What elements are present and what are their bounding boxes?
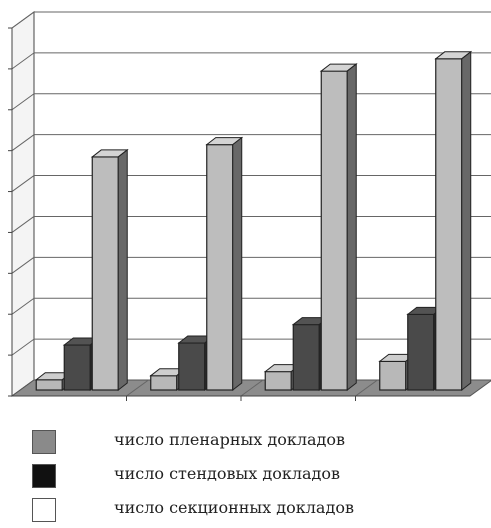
legend-swatch-section	[32, 498, 56, 522]
legend-label-plenary: число пленарных докладов	[114, 430, 346, 449]
legend-item-section: число секционных докладов	[26, 494, 486, 528]
legend-label-poster: число стендовых докладов	[114, 464, 341, 483]
gridline-side	[11, 175, 35, 192]
bar-front	[379, 360, 407, 391]
bar-side	[346, 63, 357, 392]
category-divider	[355, 379, 378, 397]
bar-front	[91, 156, 119, 391]
gridline-side	[11, 297, 35, 315]
gridline-side	[11, 52, 35, 70]
bar-front	[407, 313, 435, 391]
bar-front	[320, 70, 348, 391]
plot-side-wall	[11, 11, 35, 397]
gridline-side	[11, 134, 35, 152]
gridline-side	[11, 256, 35, 274]
gridline-side	[11, 93, 35, 111]
legend-item-poster: число стендовых докладов	[26, 460, 486, 494]
bar-front	[206, 144, 234, 391]
bar-front	[63, 344, 91, 391]
bar-front	[178, 342, 206, 391]
legend: число пленарных докладов число стендовых…	[26, 426, 486, 528]
gridline-side	[11, 338, 35, 356]
category-divider	[126, 379, 149, 397]
bar-side	[461, 50, 472, 392]
bar-front	[435, 58, 463, 391]
category-divider	[240, 379, 264, 397]
gridline-side	[11, 11, 35, 29]
legend-swatch-poster	[32, 464, 56, 488]
legend-swatch-plenary	[32, 430, 56, 454]
legend-item-plenary: число пленарных докладов	[26, 426, 486, 460]
bar-chart	[8, 11, 491, 401]
gridline-side	[11, 216, 35, 233]
bar-front	[35, 379, 63, 391]
bar-front	[292, 323, 320, 391]
bar-side	[232, 136, 243, 392]
bar-front	[264, 371, 292, 391]
bar-front	[150, 375, 178, 391]
legend-label-section: число секционных докладов	[114, 498, 354, 517]
bar-side	[117, 148, 128, 392]
